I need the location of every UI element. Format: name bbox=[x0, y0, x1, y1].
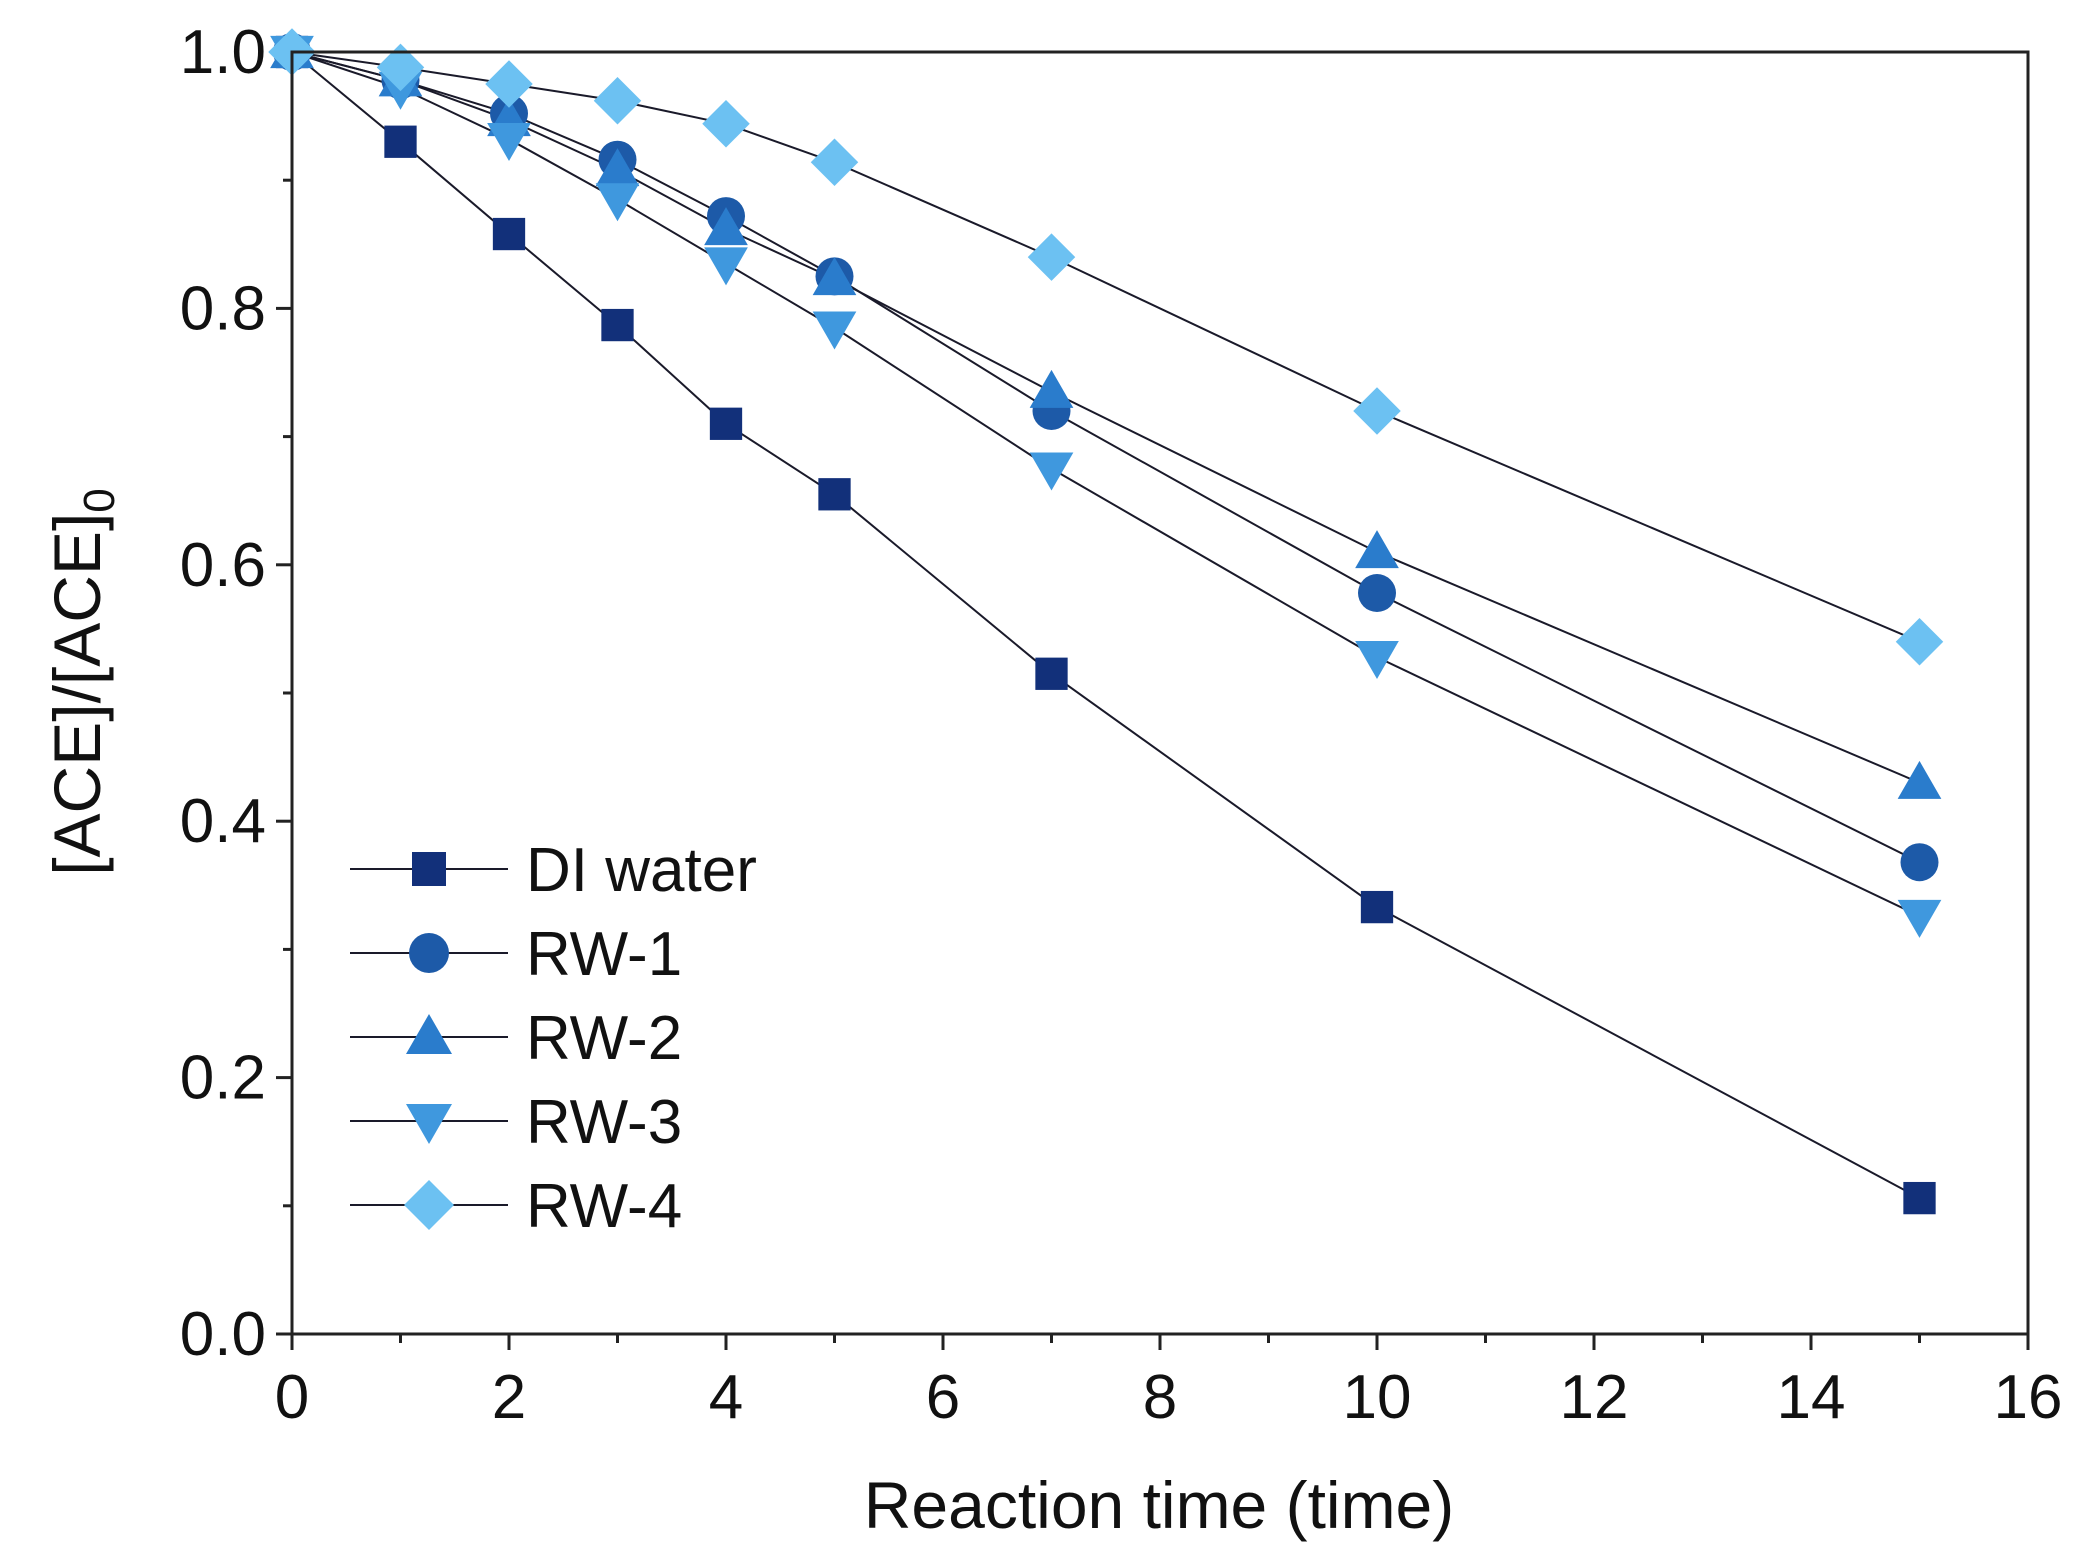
data-point-rw-3 bbox=[812, 311, 857, 350]
x-tick-label: 12 bbox=[1560, 1363, 1629, 1432]
legend-label: RW-3 bbox=[526, 1088, 682, 1157]
x-tick-label: 8 bbox=[1143, 1363, 1177, 1432]
data-point-di-water bbox=[384, 125, 417, 158]
data-point-rw-3 bbox=[1897, 899, 1942, 938]
data-point-rw-2 bbox=[1355, 530, 1399, 569]
x-tick-label: 14 bbox=[1777, 1363, 1846, 1432]
x-tick-label: 2 bbox=[492, 1363, 526, 1432]
data-point-rw-2 bbox=[1029, 369, 1074, 408]
legend-item-rw-3: RW-3 bbox=[350, 1088, 682, 1157]
data-point-rw-4 bbox=[1027, 233, 1076, 281]
data-point-di-water bbox=[492, 217, 526, 251]
data-point-di-water bbox=[709, 407, 743, 440]
y-tick-label: 0.4 bbox=[180, 787, 266, 856]
y-axis-title-main: [ACE]/[ACE] bbox=[40, 513, 114, 876]
legend-label: RW-4 bbox=[526, 1172, 682, 1241]
data-point-di-water bbox=[601, 308, 634, 342]
data-point-rw-4 bbox=[702, 100, 750, 148]
data-point-rw-2 bbox=[704, 207, 748, 246]
x-tick-label: 6 bbox=[926, 1363, 960, 1432]
legend-label: RW-2 bbox=[526, 1004, 682, 1073]
data-point-rw-2 bbox=[1897, 760, 1942, 799]
data-point-rw-2 bbox=[812, 257, 857, 296]
legend-marker-rw-2 bbox=[406, 1014, 452, 1054]
y-tick-label: 1.0 bbox=[180, 18, 266, 87]
data-point-rw-3 bbox=[1355, 640, 1399, 679]
y-tick-labels: 0.0 0.2 0.4 0.6 0.8 1.0 bbox=[180, 18, 266, 1369]
data-point-rw-4 bbox=[1353, 387, 1401, 435]
x-tick-label: 16 bbox=[1994, 1363, 2063, 1432]
data-point-rw-2 bbox=[595, 148, 640, 187]
data-point-di-water bbox=[1360, 890, 1394, 924]
data-point-di-water bbox=[818, 478, 851, 511]
x-tick-labels: 0 2 4 6 8 10 12 14 16 bbox=[275, 1363, 2063, 1432]
data-point-rw-3 bbox=[487, 123, 531, 162]
data-point-rw-4 bbox=[376, 43, 425, 92]
y-axis-title: [ACE]/[ACE]0 bbox=[40, 488, 124, 876]
data-point-rw-1 bbox=[1358, 574, 1396, 613]
y-axis-title-subscript: 0 bbox=[75, 488, 124, 512]
y-tick-label: 0.0 bbox=[180, 1300, 266, 1369]
legend-item-rw-2: RW-2 bbox=[350, 1004, 682, 1073]
legend-marker-rw-1 bbox=[409, 933, 449, 973]
y-tick-label: 0.6 bbox=[180, 531, 266, 600]
x-tick-label: 10 bbox=[1343, 1363, 1412, 1432]
legend: DI water RW-1 RW-2 RW-3 RW-4 bbox=[350, 836, 757, 1241]
legend-item-rw-1: RW-1 bbox=[350, 920, 682, 989]
legend-marker-di-water bbox=[412, 852, 446, 886]
legend-label: DI water bbox=[526, 836, 757, 905]
y-tick-label: 0.8 bbox=[180, 274, 266, 343]
legend-marker-rw-3 bbox=[406, 1104, 452, 1144]
legend-label: RW-1 bbox=[526, 920, 682, 989]
data-point-rw-1 bbox=[1900, 843, 1939, 882]
data-point-rw-4 bbox=[810, 138, 859, 187]
data-point-rw-3 bbox=[1029, 452, 1074, 491]
data-point-rw-3 bbox=[595, 183, 640, 222]
y-tick-label: 0.2 bbox=[180, 1044, 266, 1113]
x-tick-label: 0 bbox=[275, 1363, 309, 1432]
x-tick-label: 4 bbox=[709, 1363, 743, 1432]
data-point-di-water bbox=[1035, 657, 1068, 690]
data-point-di-water bbox=[1903, 1181, 1936, 1215]
data-point-rw-4 bbox=[485, 60, 533, 108]
legend-item-rw-4: RW-4 bbox=[350, 1172, 682, 1241]
x-axis-title: Reaction time (time) bbox=[864, 1468, 1455, 1542]
data-point-rw-4 bbox=[593, 76, 642, 125]
data-point-rw-3 bbox=[704, 247, 748, 286]
legend-marker-rw-4 bbox=[404, 1180, 454, 1230]
plot-frame bbox=[290, 50, 2030, 1336]
legend-item-di-water: DI water bbox=[350, 836, 757, 905]
data-point-rw-4 bbox=[1895, 617, 1944, 666]
